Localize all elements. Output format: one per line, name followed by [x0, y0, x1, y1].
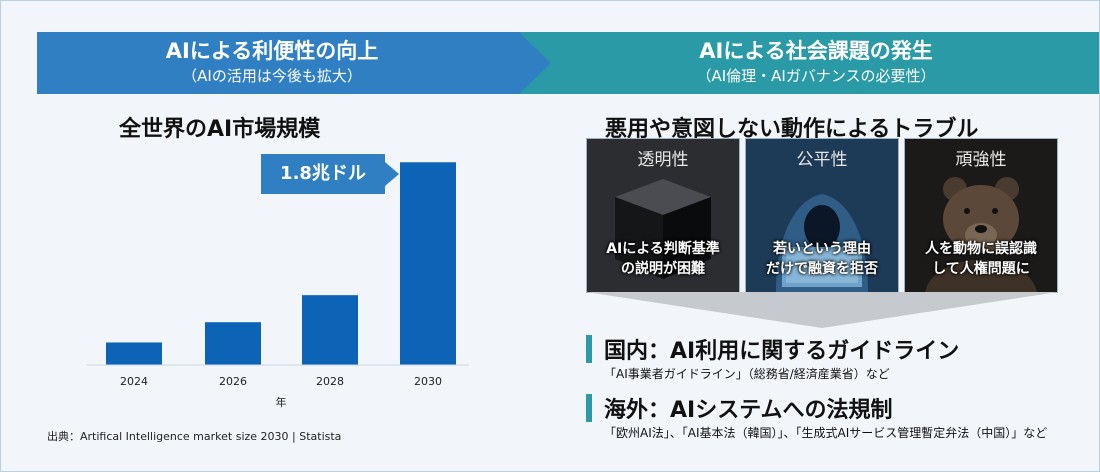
item-marker [586, 335, 592, 363]
black-box-icon [615, 179, 711, 279]
callout-pointer [385, 162, 399, 186]
x-axis-label: 年 [276, 395, 287, 409]
card-description: AIによる判断基準 の説明が困難 [606, 241, 720, 277]
card-robustness: 頑強性 人を動物に誤認識 して人権問題に [904, 138, 1058, 293]
bar-2026 [205, 322, 261, 365]
card-fairness: 公平性 若いという理由 だけで融資を拒否 [745, 138, 899, 293]
trouble-heading: 悪用や意図しない動作によるトラブル [605, 117, 979, 142]
bear-icon [925, 177, 1037, 292]
overseas-regulation-note: 「欧州AI法」、「AI基本法（韓国）」、「生成式AIサービス管理暫定弁法（中国）… [604, 426, 1048, 440]
bar-2024 [106, 342, 162, 365]
item-marker [586, 394, 592, 422]
x-tick-label: 2026 [219, 375, 247, 388]
banner-convenience: AIによる利便性の向上 （AIの活用は今後も拡大） [37, 32, 559, 94]
domestic-guideline-title: 国内：AI利用に関するガイドライン [604, 339, 960, 364]
x-tick-label: 2024 [120, 375, 148, 388]
market-size-chart: 2024 2026 2028 2030 年 [87, 162, 469, 409]
banner-social-issues-title: AIによる社会課題の発生 [699, 39, 933, 63]
card-description: 若いという理由 だけで融資を拒否 [766, 241, 878, 277]
hooded-person-laptop-icon [776, 194, 868, 292]
source-note: 出典：Artifical Intelligence market size 20… [47, 430, 342, 443]
overseas-regulation-title: 海外：AIシステムへの法規制 [604, 398, 893, 423]
card-title: 透明性 [637, 150, 689, 170]
market-size-callout: 1.8兆ドル [261, 154, 385, 194]
card-title: 頑強性 [955, 150, 1007, 170]
card-title: 公平性 [796, 150, 848, 170]
banner-social-issues: AIによる社会課題の発生 （AI倫理・AIガバナンスの必要性） [519, 32, 1099, 94]
x-tick-label: 2028 [316, 375, 344, 388]
funnel-shape [586, 292, 1058, 328]
x-tick-label: 2030 [414, 375, 442, 388]
card-description: 人を動物に誤認識 して人権問題に [925, 241, 1037, 277]
banner-social-issues-subtitle: （AI倫理・AIガバナンスの必要性） [696, 67, 936, 85]
bar-2030 [400, 162, 456, 365]
card-transparency: 透明性 AIによる判断基準 の説明が困難 [586, 138, 740, 293]
domestic-guideline-note: 「AI事業者ガイドライン」（総務省/経済産業省）など [604, 367, 890, 381]
market-size-heading: 全世界のAI市場規模 [119, 117, 321, 142]
banner-convenience-subtitle: （AIの活用は今後も拡大） [182, 67, 362, 85]
banner-convenience-title: AIによる利便性の向上 [165, 39, 379, 63]
bar-2028 [302, 295, 358, 365]
